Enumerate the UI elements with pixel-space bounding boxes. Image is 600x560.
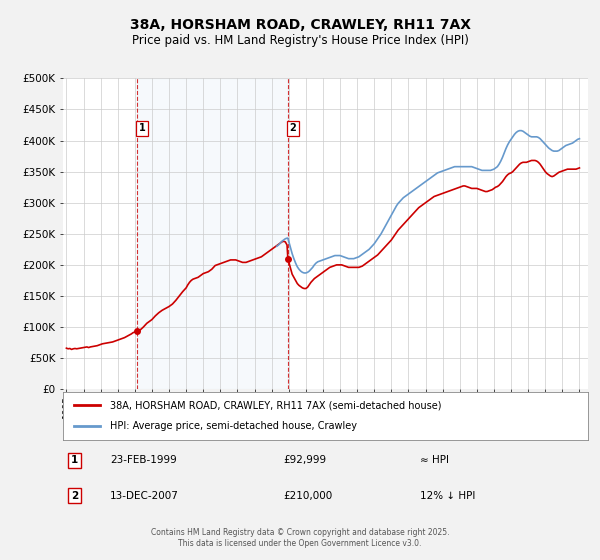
Text: 2: 2 xyxy=(71,491,78,501)
Text: HPI: Average price, semi-detached house, Crawley: HPI: Average price, semi-detached house,… xyxy=(110,421,357,431)
Bar xyxy=(137,78,288,389)
Text: Price paid vs. HM Land Registry's House Price Index (HPI): Price paid vs. HM Land Registry's House … xyxy=(131,34,469,47)
Text: 12% ↓ HPI: 12% ↓ HPI xyxy=(420,491,475,501)
Text: 38A, HORSHAM ROAD, CRAWLEY, RH11 7AX (semi-detached house): 38A, HORSHAM ROAD, CRAWLEY, RH11 7AX (se… xyxy=(110,400,442,410)
Text: 13-DEC-2007: 13-DEC-2007 xyxy=(110,491,179,501)
Text: 1: 1 xyxy=(139,123,145,133)
Text: 23-FEB-1999: 23-FEB-1999 xyxy=(110,455,177,465)
Text: 1: 1 xyxy=(71,455,78,465)
Text: ≈ HPI: ≈ HPI xyxy=(420,455,449,465)
Text: Contains HM Land Registry data © Crown copyright and database right 2025.
This d: Contains HM Land Registry data © Crown c… xyxy=(151,528,449,548)
Text: £210,000: £210,000 xyxy=(284,491,333,501)
Text: 2: 2 xyxy=(290,123,296,133)
Text: 38A, HORSHAM ROAD, CRAWLEY, RH11 7AX: 38A, HORSHAM ROAD, CRAWLEY, RH11 7AX xyxy=(130,18,470,32)
Text: £92,999: £92,999 xyxy=(284,455,326,465)
